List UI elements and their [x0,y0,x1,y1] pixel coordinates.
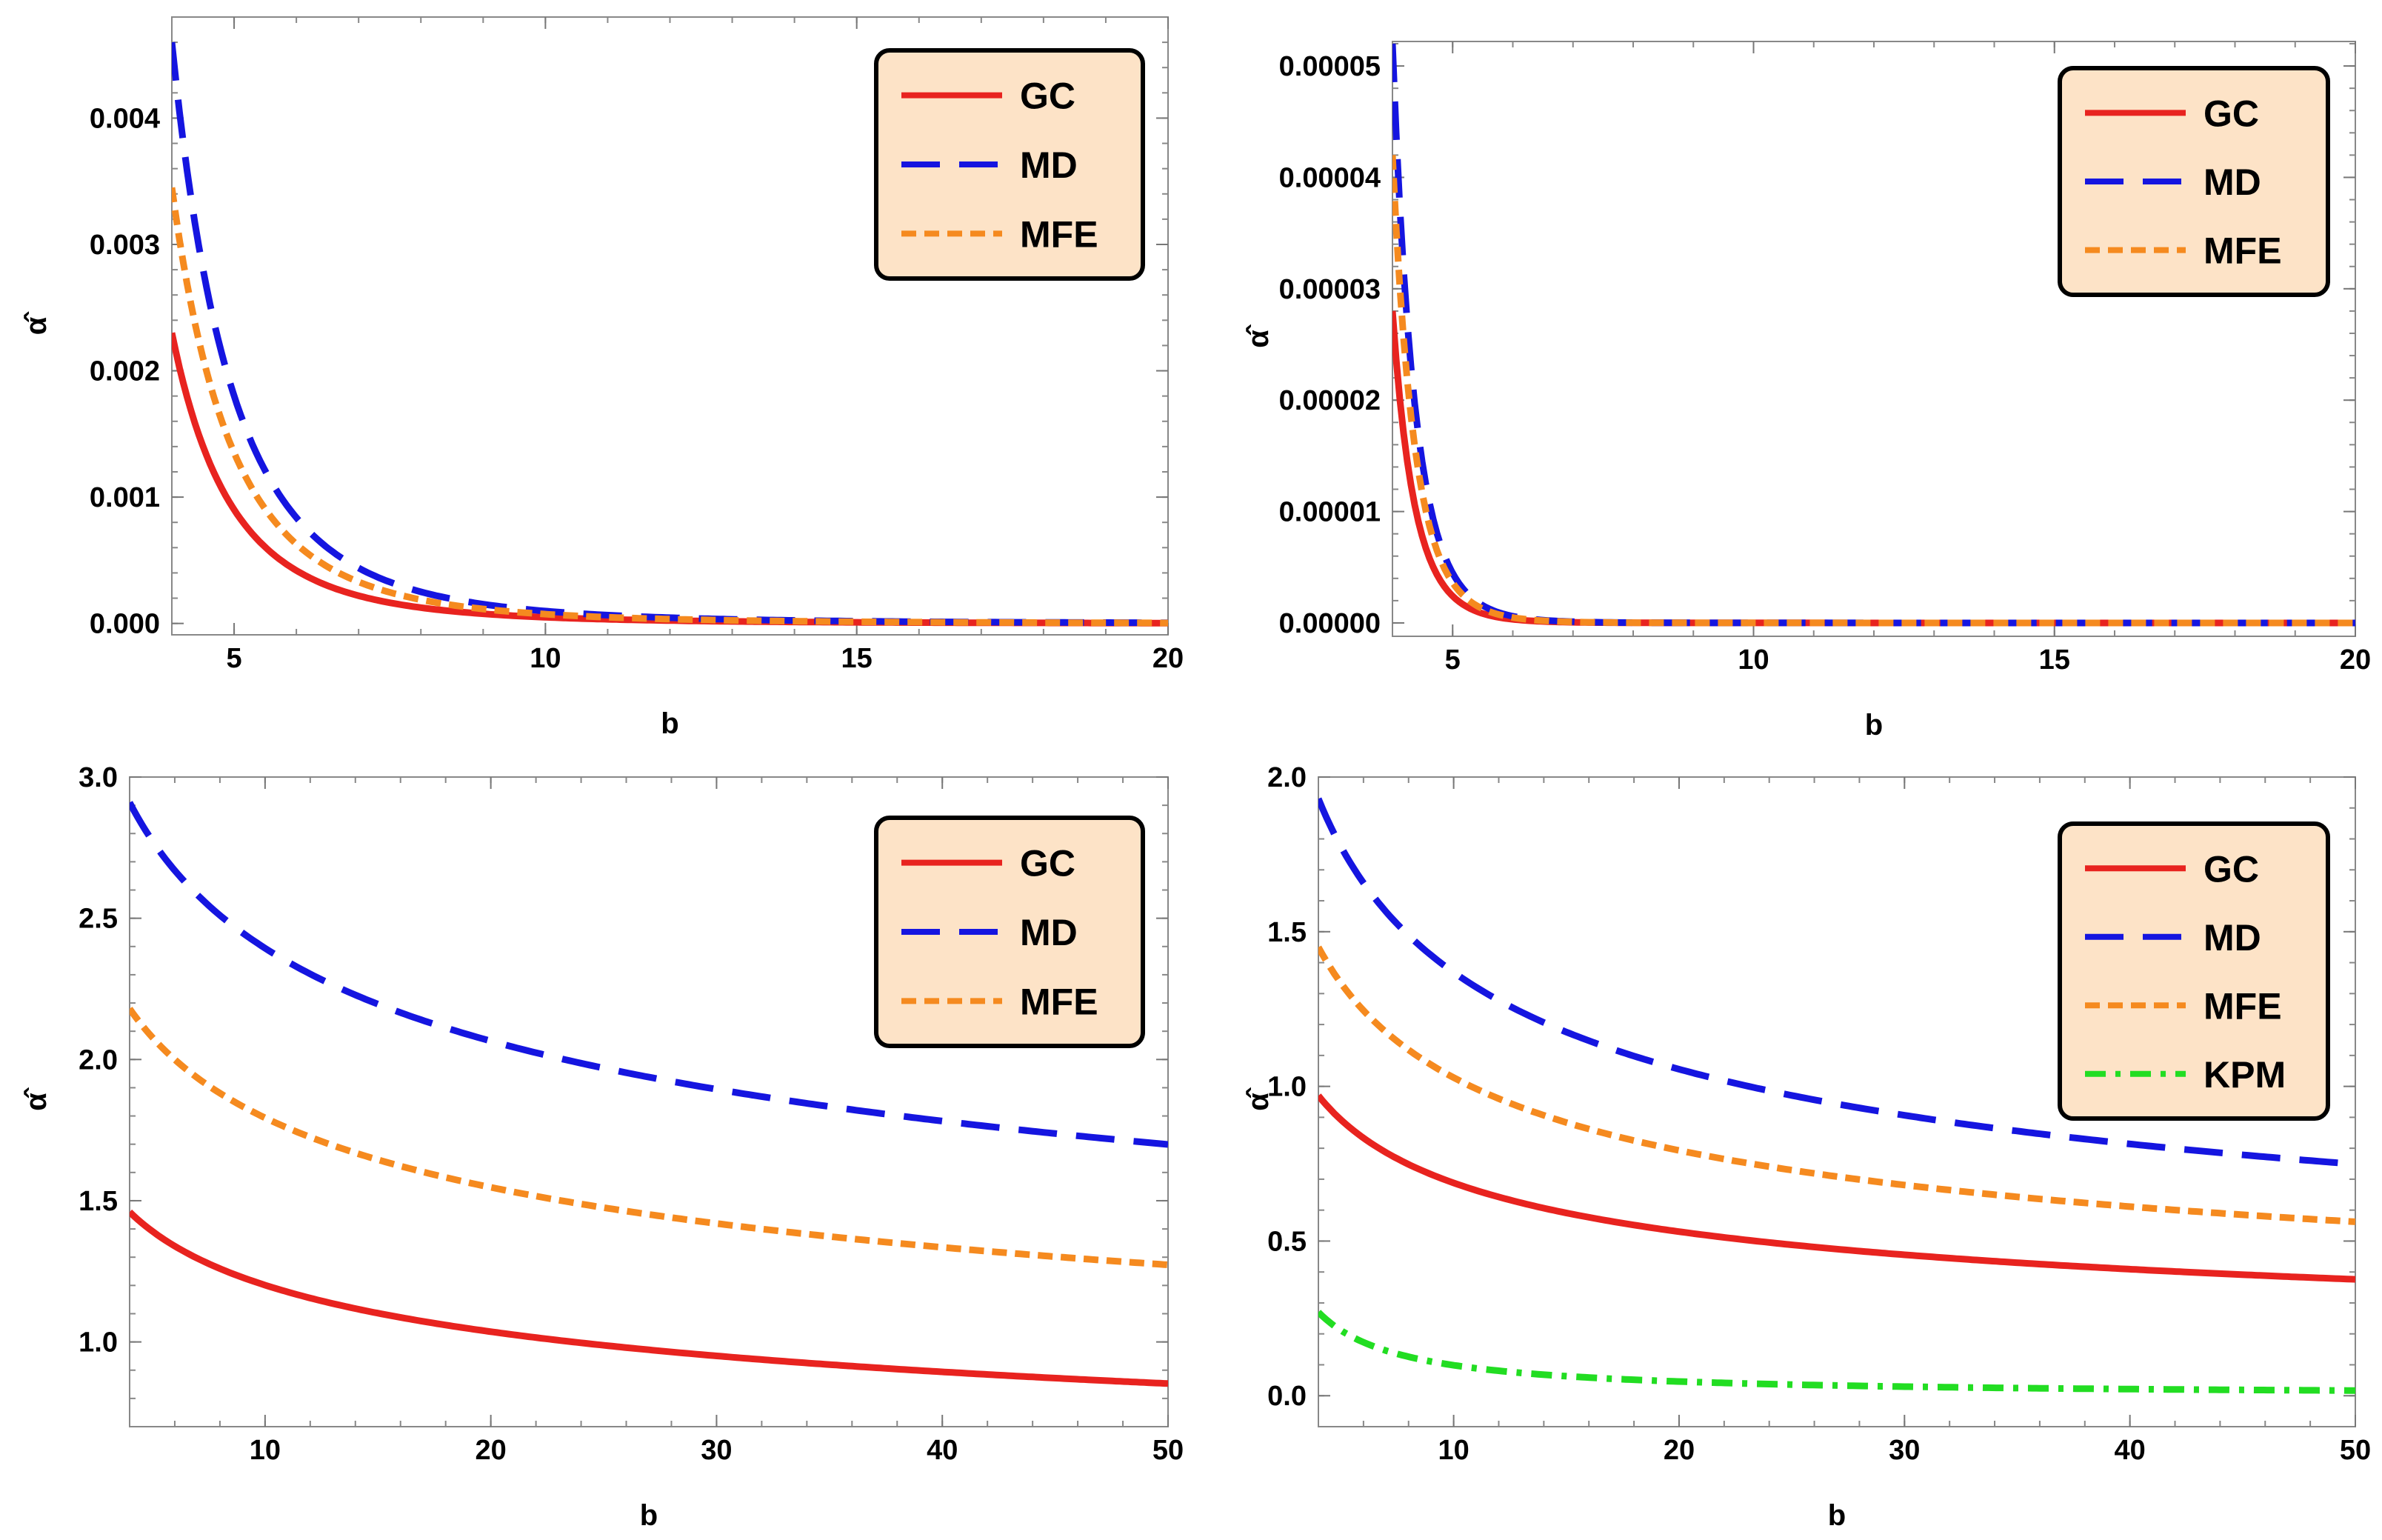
legend-label-gc: GC [1020,843,1075,884]
legend: GC MD MFE [2058,66,2330,297]
x-tick-label: 40 [927,1435,958,1466]
y-tick-label: 0.001 [90,482,160,513]
legend-label-md: MD [1020,912,1078,953]
plot-frame [129,776,1169,1427]
y-tick-label: 0.00000 [1279,608,1381,639]
series-line-mfe [1318,945,2355,1225]
y-tick-label: 1.5 [1267,917,1307,948]
y-tick-label: 0.00002 [1279,385,1381,416]
x-tick-label: 50 [1152,1435,1184,1466]
y-tick-label: 0.003 [90,230,160,261]
legend-label-mfe: MFE [1020,213,1098,255]
legend-label-kpm: KPM [2203,1054,2286,1096]
series-line-gc [1318,1093,2355,1283]
x-tick-label: 50 [2340,1435,2371,1466]
x-tick-label: 10 [1738,644,1769,676]
legend: GC MD MFE KPM [2058,821,2330,1121]
y-tick-label: 0.002 [90,356,160,387]
legend-box [874,816,1145,1048]
legend: GC MD MFE [874,816,1145,1048]
y-tick-label: 0.004 [90,103,160,134]
legend-label-gc: GC [2203,93,2259,134]
chart-panel-bottom-left: 10 20 30 40 50 1.0 1.5 2.0 2.5 3.0 b α̂ GC MD MFE [20,762,1184,1532]
legend-box [2058,66,2330,297]
legend-label-md: MD [1020,144,1078,186]
legend-label-mfe: MFE [2203,985,2282,1027]
legend-label-mfe: MFE [2203,230,2282,272]
x-tick-label: 20 [1152,643,1184,674]
series-line-mfe [130,1007,1168,1268]
legend-label-md: MD [2203,161,2261,203]
x-tick-label: 5 [226,643,241,674]
series-line-mfe [172,187,1168,627]
x-tick-label: 10 [1438,1435,1469,1466]
x-tick-label: 10 [250,1435,281,1466]
x-axis-title: b [661,707,678,740]
series-line-md [1318,797,2355,1168]
y-axis-title: α̂ [1242,324,1275,348]
series-line-gc [172,332,1168,627]
legend-box [874,48,1145,281]
y-axis-title: α̂ [20,1087,53,1111]
legend-box [2058,821,2330,1121]
y-tick-label: 0.5 [1267,1226,1307,1257]
y-tick-label: 0.00004 [1279,162,1381,193]
series-line-kpm [1318,1310,2355,1394]
x-tick-label: 30 [701,1435,732,1466]
series-line-gc [1392,310,2355,627]
y-tick-label: 0.000 [90,609,160,640]
x-tick-label: 15 [2039,644,2070,676]
y-tick-label: 2.0 [79,1044,118,1076]
y-tick-label: 1.5 [79,1186,118,1217]
series-line-gc [130,1209,1168,1387]
y-tick-label: 1.0 [1267,1072,1307,1103]
x-tick-label: 15 [841,643,873,674]
y-tick-label: 1.0 [79,1327,118,1359]
legend: GC MD MFE [874,48,1145,281]
x-tick-label: 30 [1889,1435,1920,1466]
y-tick-label: 0.00001 [1279,497,1381,528]
x-axis-title: b [1865,709,1883,741]
legend-label-mfe: MFE [1020,981,1098,1022]
y-axis-title: α̂ [20,311,53,336]
series-line-md [130,801,1168,1148]
legend-label-md: MD [2203,917,2261,959]
x-tick-label: 40 [2115,1435,2146,1466]
x-tick-label: 10 [530,643,561,674]
legend-label-gc: GC [1020,76,1075,117]
legend-label-gc: GC [2203,848,2259,890]
x-axis-title: b [640,1499,658,1532]
x-tick-label: 20 [476,1435,507,1466]
y-tick-label: 3.0 [79,762,118,793]
x-tick-label: 5 [1445,644,1461,676]
y-tick-label: 2.0 [1267,762,1307,793]
chart-panel-top-left: 5 10 15 20 0.000 0.001 0.002 0.003 0.004 b α̂ GC MD M… [20,16,1184,740]
y-tick-label: 0.00003 [1279,274,1381,305]
x-tick-label: 20 [2340,644,2371,676]
x-tick-label: 20 [1664,1435,1695,1466]
plot-frame [1318,776,2356,1427]
chart-panel-top-right: 5 10 15 20 0.00000 0.00001 0.00002 0.00003 0.000… [1242,41,2371,741]
y-tick-label: 0.0 [1267,1381,1307,1412]
x-axis-title: b [1828,1499,1846,1532]
series-line-md [1392,43,2355,627]
y-tick-label: 0.00005 [1279,51,1381,82]
y-tick-label: 2.5 [79,904,118,935]
